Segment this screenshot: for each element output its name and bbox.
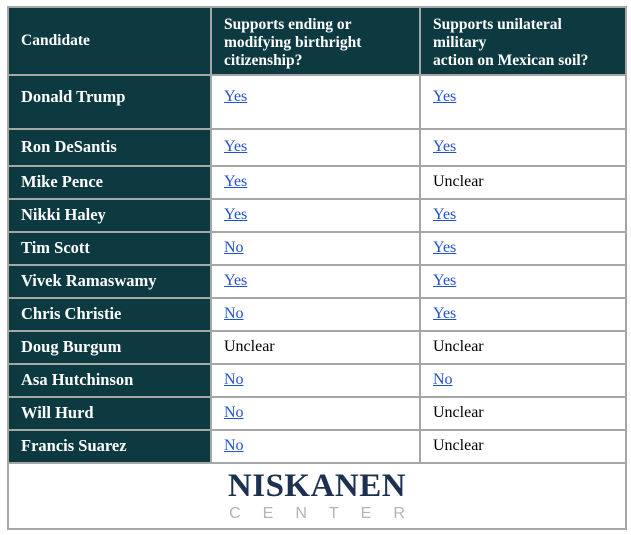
candidate-name: Doug Burgum	[7, 329, 212, 365]
table-row: Ron DeSantis Yes Yes	[7, 127, 627, 167]
column-header-military-action: Supports unilateral military action on M…	[419, 6, 627, 76]
answer-link[interactable]: No	[433, 371, 453, 389]
military-answer-cell: Yes	[419, 230, 627, 266]
answer-link[interactable]: Yes	[433, 305, 457, 323]
answer-text: Unclear	[433, 173, 484, 191]
column-header-birthright-citizenship: Supports ending or modifying birthright …	[210, 6, 421, 76]
birthright-answer-cell: No	[210, 296, 421, 332]
birthright-answer-cell: Yes	[210, 127, 421, 167]
answer-link[interactable]: Yes	[224, 272, 248, 290]
table-row: Asa Hutchinson No No	[7, 362, 627, 398]
military-answer-cell: Unclear	[419, 428, 627, 464]
candidate-name: Donald Trump	[7, 73, 212, 130]
candidate-name: Mike Pence	[7, 164, 212, 200]
birthright-answer-cell: Yes	[210, 73, 421, 130]
military-answer-cell: Unclear	[419, 395, 627, 431]
birthright-answer-cell: No	[210, 230, 421, 266]
answer-text: Unclear	[433, 404, 484, 422]
answer-text: Unclear	[433, 338, 484, 356]
answer-link[interactable]: No	[224, 305, 244, 323]
footer-cell: NISKANEN CENTER	[7, 461, 627, 530]
candidate-name: Ron DeSantis	[7, 127, 212, 167]
answer-link[interactable]: Yes	[433, 206, 457, 224]
answer-link[interactable]: No	[224, 371, 244, 389]
table-row: Vivek Ramaswamy Yes Yes	[7, 263, 627, 299]
answer-link[interactable]: Yes	[433, 239, 457, 257]
niskanen-center-logo: NISKANEN CENTER	[227, 467, 407, 522]
footer-row: NISKANEN CENTER	[7, 461, 627, 530]
table-row: Tim Scott No Yes	[7, 230, 627, 266]
logo-subtitle: CENTER	[229, 504, 427, 522]
birthright-answer-cell: No	[210, 395, 421, 431]
table-row: Will Hurd No Unclear	[7, 395, 627, 431]
logo-wordmark: NISKANEN	[227, 467, 407, 504]
table-row: Doug Burgum Unclear Unclear	[7, 329, 627, 365]
table-row: Nikki Haley Yes Yes	[7, 197, 627, 233]
birthright-answer-cell: Yes	[210, 164, 421, 200]
answer-link[interactable]: Yes	[433, 138, 457, 156]
military-answer-cell: Yes	[419, 263, 627, 299]
candidate-name: Chris Christie	[7, 296, 212, 332]
birthright-answer-cell: Unclear	[210, 329, 421, 365]
candidate-name: Will Hurd	[7, 395, 212, 431]
candidate-name: Francis Suarez	[7, 428, 212, 464]
table-row: Donald Trump Yes Yes	[7, 73, 627, 130]
candidate-name: Nikki Haley	[7, 197, 212, 233]
table-row: Francis Suarez No Unclear	[7, 428, 627, 464]
military-answer-cell: Yes	[419, 296, 627, 332]
military-answer-cell: Yes	[419, 127, 627, 167]
answer-link[interactable]: Yes	[433, 272, 457, 290]
military-answer-cell: Yes	[419, 197, 627, 233]
military-answer-cell: Unclear	[419, 164, 627, 200]
answer-link[interactable]: No	[224, 404, 244, 422]
candidate-positions-table: Candidate Supports ending or modifying b…	[7, 6, 627, 530]
table-row: Mike Pence Yes Unclear	[7, 164, 627, 200]
answer-link[interactable]: No	[224, 239, 244, 257]
birthright-answer-cell: Yes	[210, 263, 421, 299]
answer-link[interactable]: Yes	[433, 87, 457, 105]
answer-link[interactable]: Yes	[224, 138, 248, 156]
column-header-candidate: Candidate	[7, 6, 212, 76]
answer-link[interactable]: Yes	[224, 206, 248, 224]
table-row: Chris Christie No Yes	[7, 296, 627, 332]
birthright-answer-cell: No	[210, 428, 421, 464]
birthright-answer-cell: Yes	[210, 197, 421, 233]
military-answer-cell: No	[419, 362, 627, 398]
header-row: Candidate Supports ending or modifying b…	[7, 6, 627, 76]
candidate-name: Tim Scott	[7, 230, 212, 266]
military-answer-cell: Yes	[419, 73, 627, 130]
answer-link[interactable]: No	[224, 437, 244, 455]
military-answer-cell: Unclear	[419, 329, 627, 365]
answer-link[interactable]: Yes	[224, 173, 248, 191]
candidate-name: Asa Hutchinson	[7, 362, 212, 398]
answer-link[interactable]: Yes	[224, 87, 248, 105]
birthright-answer-cell: No	[210, 362, 421, 398]
candidate-name: Vivek Ramaswamy	[7, 263, 212, 299]
answer-text: Unclear	[433, 437, 484, 455]
answer-text: Unclear	[224, 338, 275, 356]
